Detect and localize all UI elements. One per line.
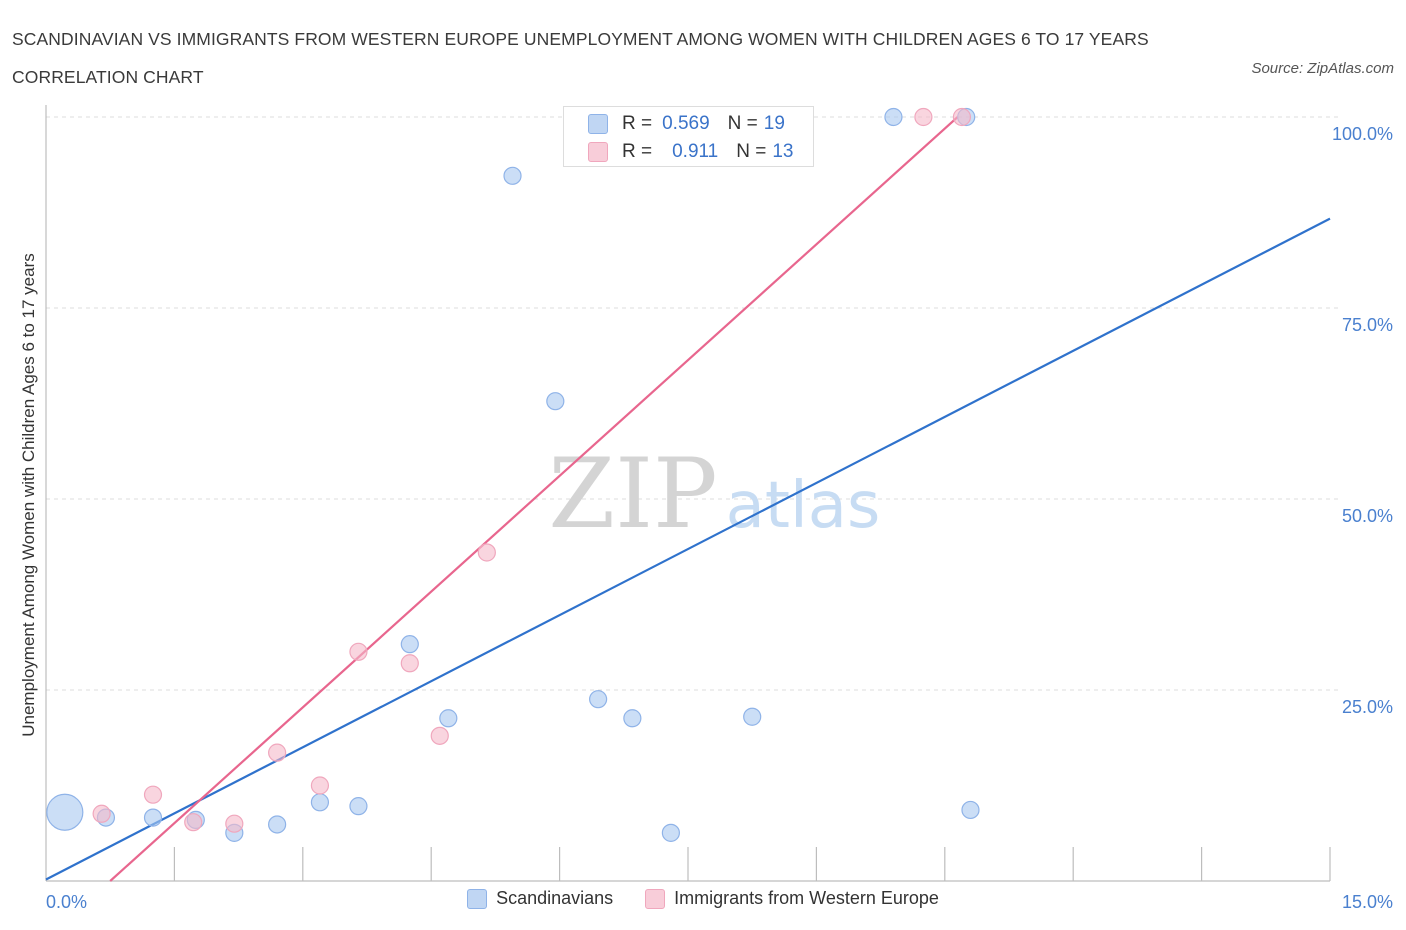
- stats-row-immigrants: R = 0.911 N = 13: [588, 139, 794, 165]
- gridlines: [46, 116, 1338, 691]
- x-tick-label: 0.0%: [46, 892, 87, 912]
- data-point-scandinavians: [143, 808, 163, 827]
- watermark-atlas: atlas: [726, 469, 881, 543]
- data-point-immigrants: [952, 107, 972, 127]
- stats-swatch-pink: [588, 142, 608, 162]
- data-point-scandinavians: [46, 793, 84, 831]
- data-point-immigrants: [92, 804, 111, 823]
- trendline-scandinavians: [45, 217, 1331, 881]
- n-label: N =: [727, 113, 758, 134]
- data-point-scandinavians: [661, 823, 680, 842]
- r-label: R =: [622, 141, 653, 162]
- n-value: 19: [763, 113, 785, 134]
- y-tick-label: 100.0%: [1332, 124, 1393, 144]
- data-point-scandinavians: [400, 635, 419, 654]
- legend-item-immigrants[interactable]: Immigrants from Western Europe: [645, 888, 939, 909]
- data-point-immigrants: [268, 743, 287, 762]
- data-point-scandinavians: [268, 815, 287, 834]
- legend-swatch-pink: [645, 888, 666, 909]
- legend-swatch-blue: [467, 888, 488, 909]
- data-point-immigrants: [430, 726, 449, 745]
- data-point-scandinavians: [623, 709, 642, 728]
- data-point-scandinavians: [439, 709, 458, 728]
- trendline-immigrants: [109, 116, 959, 882]
- data-point-immigrants: [349, 642, 368, 661]
- n-label: N =: [736, 141, 767, 162]
- data-point-scandinavians: [349, 797, 368, 816]
- trendlines: [45, 116, 1331, 882]
- legend-label: Scandinavians: [496, 888, 614, 908]
- data-point-immigrants: [914, 107, 933, 127]
- chart-legend: Scandinavians Immigrants from Western Eu…: [0, 888, 1406, 909]
- chart-source: Source: ZipAtlas.com: [1251, 60, 1394, 77]
- data-point-immigrants: [400, 654, 419, 673]
- stats-row-scandinavians: R = 0.569 N = 19: [588, 111, 785, 137]
- data-point-immigrants: [225, 814, 244, 833]
- y-tick-label: 25.0%: [1342, 697, 1393, 717]
- legend-label: Immigrants from Western Europe: [674, 888, 939, 908]
- stats-swatch-blue: [588, 114, 608, 134]
- r-label: R =: [622, 113, 653, 134]
- data-point-scandinavians: [589, 690, 608, 709]
- watermark-zip: ZIP: [548, 438, 717, 550]
- data-points: [46, 107, 980, 842]
- stats-legend: R = 0.569 N = 19 R = 0.911 N = 13: [563, 106, 814, 167]
- n-value: 13: [772, 141, 794, 162]
- data-point-scandinavians: [884, 107, 903, 127]
- data-point-immigrants: [143, 785, 163, 804]
- data-point-scandinavians: [961, 800, 980, 820]
- tick-labels: 25.0% 50.0% 75.0% 100.0% 0.0% 15.0%: [46, 124, 1393, 912]
- y-tick-label: 50.0%: [1342, 506, 1393, 526]
- axes: [45, 105, 1331, 882]
- data-point-scandinavians: [310, 793, 330, 812]
- legend-item-scandinavians[interactable]: Scandinavians: [467, 888, 613, 909]
- chart-title: SCANDINAVIAN VS IMMIGRANTS FROM WESTERN …: [12, 29, 1149, 87]
- data-point-scandinavians: [503, 166, 522, 185]
- data-point-scandinavians: [546, 392, 565, 411]
- data-point-immigrants: [310, 776, 330, 795]
- x-tick-label: 15.0%: [1342, 892, 1393, 912]
- watermark: ZIP atlas: [548, 438, 880, 550]
- y-tick-label: 75.0%: [1342, 315, 1393, 335]
- data-point-immigrants: [184, 813, 203, 832]
- r-value: 0.911: [672, 141, 719, 162]
- data-point-immigrants: [477, 543, 496, 562]
- data-point-scandinavians: [743, 707, 762, 726]
- r-value: 0.569: [662, 113, 710, 134]
